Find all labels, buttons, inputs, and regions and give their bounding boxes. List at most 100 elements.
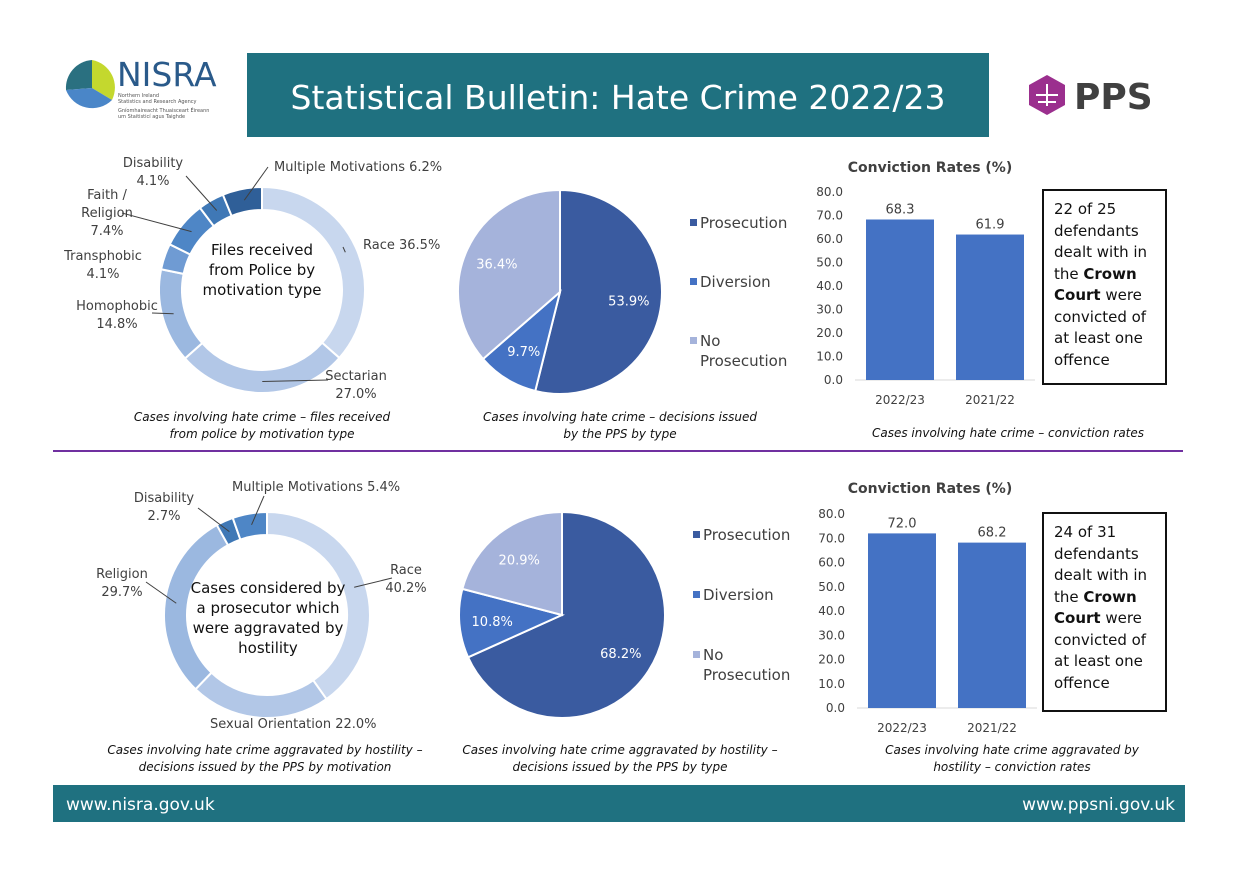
y-tick-label: 40.0	[818, 604, 845, 618]
slice-name: Multiple Motivations	[274, 160, 405, 175]
logo-shape	[66, 88, 112, 109]
note-text: 22 of 25 defendants dealt with in the	[1054, 200, 1148, 283]
slice-value: 40.2%	[385, 581, 427, 596]
slice-label: Religion 29.7%	[82, 566, 162, 602]
slice-value: 6.2%	[409, 160, 443, 175]
logo-shape	[92, 60, 115, 100]
nisra-sub: Gníomhaireacht Thuaisceart Éireann	[118, 106, 209, 114]
bar	[958, 542, 1026, 708]
x-tick-label: 2022/23	[877, 721, 927, 735]
caption: Cases involving hate crime aggravated by…	[885, 743, 1139, 774]
leader-line	[251, 495, 265, 526]
legend-label: Diversion	[700, 273, 771, 291]
note-text: were convicted of at least one offence	[1054, 286, 1147, 369]
slice-name: Race	[363, 238, 395, 253]
value-label: 61.9	[976, 218, 1005, 233]
legend-marker	[690, 219, 697, 226]
legend-marker	[693, 531, 700, 538]
y-tick-label: 10.0	[818, 677, 845, 691]
nisra-sub: Statistics and Research Agency	[118, 99, 197, 105]
slice-value: 14.8%	[96, 317, 138, 332]
slice-name: Religion	[96, 567, 148, 582]
slice-label: 20.9%	[499, 554, 540, 569]
leader-line	[197, 507, 230, 533]
leader-line	[145, 581, 177, 604]
y-tick-label: 40.0	[816, 279, 843, 293]
y-tick-label: 0.0	[824, 373, 843, 387]
y-tick-label: 80.0	[816, 185, 843, 199]
slice-value: 4.1%	[86, 267, 120, 282]
legend-label: No Prosecution	[700, 332, 788, 370]
bar	[866, 219, 934, 380]
y-tick-label: 60.0	[818, 556, 845, 570]
y-tick-label: 80.0	[818, 507, 845, 521]
y-tick-label: 30.0	[816, 303, 843, 317]
note-box: 24 of 31 defendants dealt with in the Cr…	[1042, 512, 1167, 712]
y-tick-label: 50.0	[818, 580, 845, 594]
slice-label: 9.7%	[507, 345, 540, 360]
note-text: 24 of 31 defendants dealt with in the	[1054, 523, 1148, 606]
slice-value: 2.7%	[147, 509, 181, 524]
x-tick-label: 2021/22	[965, 393, 1015, 407]
bar	[868, 533, 936, 708]
bar	[956, 234, 1024, 380]
center-text: Cases considered by a prosecutor which w…	[190, 579, 346, 657]
y-tick-label: 20.0	[818, 653, 845, 667]
value-label: 68.2	[978, 526, 1007, 541]
slice-name: Disability	[133, 491, 195, 506]
legend-marker	[690, 278, 697, 285]
caption: Cases involving hate crime aggravated by…	[462, 743, 778, 774]
title: Statistical Bulletin: Hate Crime 2022/23	[291, 78, 946, 117]
slice-value: 29.7%	[101, 585, 143, 600]
leader-line	[185, 175, 218, 211]
y-tick-label: 30.0	[818, 628, 845, 642]
slice-label: Sexual Orientation 22.0%	[210, 716, 410, 734]
note-text: were convicted of at least one offence	[1054, 609, 1147, 692]
slice-label: Multiple Motivations 6.2%	[274, 159, 444, 177]
y-tick-label: 20.0	[816, 326, 843, 340]
y-tick-label: 10.0	[816, 350, 843, 364]
slice-label: Disability 4.1%	[113, 155, 193, 191]
y-tick-label: 60.0	[816, 232, 843, 246]
slice-label: 36.4%	[476, 257, 517, 272]
slice-label: Faith / Religion 7.4%	[77, 187, 137, 241]
slice-label: Race 36.5%	[363, 237, 453, 255]
slice-name: Race	[390, 563, 422, 578]
caption: Cases involving hate crime – files recei…	[133, 410, 391, 441]
nisra-logo: NISRA Northern Ireland Statistics and Re…	[65, 55, 217, 120]
leader-line	[262, 379, 329, 382]
chart-title: Conviction Rates (%)	[848, 160, 1012, 176]
value-label: 72.0	[888, 516, 917, 531]
slice-value: 7.4%	[90, 224, 124, 239]
slice-value: 5.4%	[367, 480, 401, 495]
y-tick-label: 50.0	[816, 256, 843, 270]
leader-line	[243, 166, 269, 201]
slice	[194, 671, 328, 719]
caption: Cases involving hate crime – decisions i…	[482, 410, 758, 441]
caption: Cases involving hate crime – conviction …	[871, 426, 1145, 440]
logo-shape	[1036, 84, 1058, 106]
footer-right: www.ppsni.gov.uk	[1022, 795, 1175, 815]
slice-label: Disability 2.7%	[124, 490, 204, 526]
x-tick-label: 2022/23	[875, 393, 925, 407]
nisra-sub: Northern Ireland	[118, 93, 159, 99]
center-text: Files received from Police by motivation…	[202, 241, 322, 299]
slice-name: Homophobic	[76, 299, 158, 314]
slice	[231, 510, 268, 541]
leader-line	[354, 577, 393, 588]
slice-label: 10.8%	[472, 615, 513, 630]
nisra-name: NISRA	[117, 55, 217, 94]
footer-left: www.nisra.gov.uk	[66, 795, 215, 815]
slice-label: 68.2%	[600, 647, 641, 662]
leader-line	[151, 312, 174, 315]
slice	[221, 185, 263, 218]
logo-shape	[65, 60, 92, 90]
legend-marker	[693, 591, 700, 598]
slice-value: 4.1%	[136, 174, 170, 189]
leader-line	[342, 246, 346, 253]
note-box: 22 of 25 defendants dealt with in the Cr…	[1042, 189, 1167, 385]
value-label: 68.3	[886, 202, 915, 217]
slice-value: 36.5%	[399, 238, 441, 253]
